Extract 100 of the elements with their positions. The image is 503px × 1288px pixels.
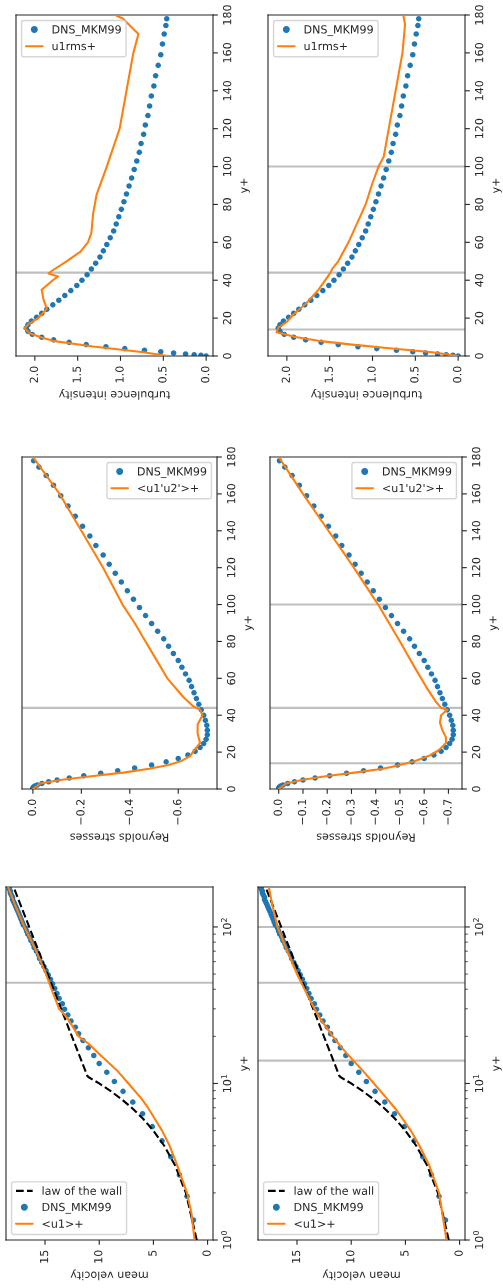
y-tick-label: 160 [222,43,232,63]
y-tick-label: 120 [471,557,481,578]
x-axis-title: mean velocity [322,1269,400,1281]
x-tick-label: 0 [454,1250,463,1257]
legend-label: u1rms+ [304,41,347,51]
y-tick-label: 80 [474,198,484,211]
x-axis-title: turbulence intensity [310,388,423,400]
x-tick-label: −0.2 [322,799,331,825]
x-tick-label: −0.7 [443,799,452,825]
y-tick-label: 10$^{1}$ [221,1074,232,1093]
legend-label: law of the wall [42,1186,122,1195]
y-tick-label: 80 [471,635,481,648]
y-tick-label: 100 [222,156,232,176]
y-tick-label: 40 [471,708,481,722]
x-tick-label: −0.1 [297,799,307,825]
legend-label: <u1>+ [42,1219,83,1228]
x-tick-label: −0.4 [370,799,379,825]
y-axis-title: y+ [240,178,250,194]
x-tick-label: 0.0 [273,799,282,816]
y-tick-label: 180 [226,447,236,467]
x-axis-title: Reynolds stresses [316,831,415,843]
x-tick-label: −0.6 [419,799,428,825]
x-tick-label: 0.5 [410,366,419,383]
y-tick-label: 10$^{0}$ [473,1231,484,1249]
y-tick-label: 160 [471,484,481,504]
x-tick-label: 1.0 [115,366,124,383]
y-tick-label: 160 [474,43,484,63]
x-tick-label: 1.5 [72,366,81,383]
y-tick-label: 10$^{2}$ [473,918,484,936]
x-tick-label: −0.3 [346,799,355,825]
y-tick-label: 100 [226,594,236,614]
y-tick-label: 180 [222,5,232,25]
y-tick-label: 120 [222,118,232,139]
y-axis-title: y+ [244,616,254,631]
legend-label: DNS_MKM99 [52,25,121,37]
x-tick-label: −0.6 [173,799,182,825]
x-tick-label: −0.5 [394,799,404,825]
y-tick-label: 120 [474,118,484,139]
x-tick-label: 2.0 [29,366,39,383]
legend-label: <u1'u2'>+ [383,483,444,493]
legend-label: DNS_MKM99 [304,25,373,37]
y-tick-label: 10$^{0}$ [221,1231,232,1249]
x-tick-label: 0 [202,1250,211,1257]
x-axis-title: mean velocity [70,1269,148,1281]
x-axis-title: turbulence intensity [58,388,171,400]
y-tick-label: 140 [471,520,481,541]
x-tick-label: 10 [94,1250,103,1263]
y-tick-label: 80 [226,635,236,648]
y-tick-label: 120 [226,557,236,578]
x-tick-label: 0.0 [200,366,210,383]
y-tick-label: 20 [226,745,236,759]
y-tick-label: 140 [474,80,484,101]
x-tick-label: −0.2 [76,799,85,825]
y-tick-label: 60 [474,236,484,249]
y-tick-label: 60 [471,672,481,685]
legend-label: law of the wall [294,1186,374,1195]
x-tick-label: 10 [346,1250,355,1263]
y-tick-label: 80 [222,198,232,211]
y-axis-title: y+ [240,1056,250,1072]
x-tick-label: 15 [39,1250,49,1263]
legend-label: DNS_MKM99 [138,467,207,479]
x-tick-label: 1.0 [367,366,376,383]
legend-label: <u1'u2'>+ [138,483,199,493]
legend-label: DNS_MKM99 [383,467,452,479]
y-tick-label: 20 [222,311,232,325]
y-tick-label: 0 [222,353,232,359]
y-tick-label: 10$^{1}$ [473,1074,484,1093]
y-tick-label: 0 [471,786,481,792]
y-tick-label: 40 [226,708,236,722]
y-tick-label: 100 [471,594,481,614]
x-tick-label: 1.5 [324,366,333,383]
y-tick-label: 180 [474,5,484,25]
y-tick-label: 0 [226,786,236,792]
x-tick-label: 2.0 [281,366,291,383]
legend-label: <u1>+ [294,1219,335,1228]
y-tick-label: 180 [471,447,481,467]
y-axis-title: y+ [492,178,502,194]
x-tick-label: 0.0 [452,366,462,383]
x-tick-label: −0.4 [124,799,134,825]
y-tick-label: 40 [474,273,484,287]
y-tick-label: 40 [222,273,232,287]
y-tick-label: 60 [222,236,232,249]
x-tick-label: 15 [291,1250,301,1263]
y-tick-label: 160 [226,484,236,504]
y-tick-label: 20 [471,745,481,759]
legend-label: DNS_MKM99 [294,1202,363,1214]
y-tick-label: 140 [226,520,236,541]
x-tick-label: 0.0 [27,799,37,816]
x-tick-label: 0.5 [158,366,167,383]
y-tick-label: 140 [222,80,232,101]
y-tick-label: 10$^{2}$ [221,918,232,936]
x-tick-label: 5 [400,1250,409,1256]
y-tick-label: 60 [226,672,236,685]
y-tick-label: 100 [474,156,484,176]
y-tick-label: 20 [474,311,484,325]
y-axis-title: y+ [492,1056,502,1072]
x-axis-title: Reynolds stresses [70,831,169,843]
x-tick-label: 5 [148,1250,157,1256]
y-axis-title: y+ [489,616,499,631]
y-tick-label: 0 [474,353,484,359]
